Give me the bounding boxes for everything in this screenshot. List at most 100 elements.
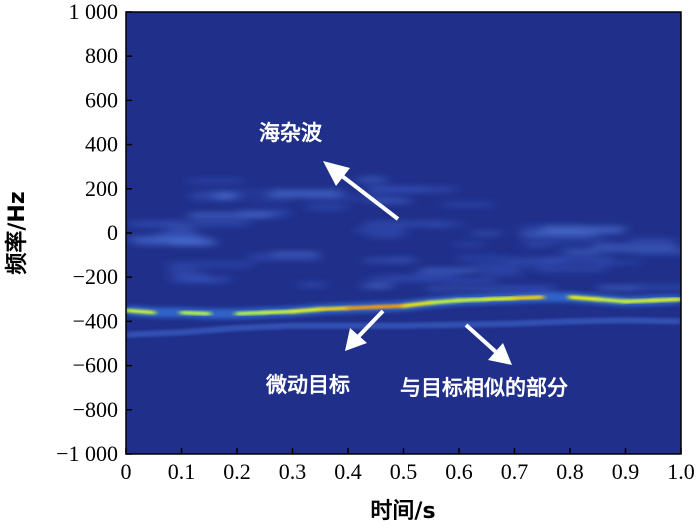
- x-tick-label: 1.0: [667, 459, 695, 484]
- target-segment: [374, 304, 406, 309]
- sea-clutter-streak: [426, 221, 463, 228]
- y-tick-label: −800: [73, 397, 118, 422]
- target-segment: [263, 309, 295, 315]
- target-segment: [623, 298, 656, 304]
- sea-clutter-streak: [426, 286, 510, 292]
- sea-clutter-streak: [368, 276, 449, 283]
- sea-clutter-streak: [371, 198, 411, 204]
- sea-clutter-streak: [521, 230, 597, 237]
- sea-clutter-streak: [167, 220, 249, 227]
- x-tick-label: 0.5: [390, 459, 418, 484]
- x-tick-label: 0.7: [501, 459, 529, 484]
- x-tick-label: 0.4: [334, 459, 362, 484]
- sea-clutter-streak: [593, 244, 679, 253]
- similar-part-trace: [126, 317, 681, 338]
- sea-clutter-streak: [171, 273, 208, 280]
- target-segment: [346, 305, 378, 310]
- target-segment: [512, 295, 545, 300]
- similar-part-label: 与目标相似的部分: [400, 376, 568, 400]
- y-tick-label: 400: [85, 132, 118, 157]
- sea-clutter-arrow: [323, 161, 400, 221]
- sea-clutter-label: 海杂波: [259, 121, 323, 145]
- sea-clutter-streak: [363, 282, 392, 289]
- sea-clutter-streak: [537, 265, 606, 273]
- sea-clutter-streak: [508, 285, 552, 292]
- similar-part-arrow: [464, 323, 512, 365]
- sea-clutter-streak: [155, 231, 196, 238]
- target-segment: [318, 306, 350, 311]
- sea-clutter-streak: [268, 189, 342, 198]
- sea-clutter-streak: [629, 238, 674, 245]
- sea-clutter-streak: [357, 226, 406, 235]
- sea-clutter-streak: [414, 270, 459, 278]
- sea-clutter-streak: [631, 284, 681, 290]
- similar-part-line: [126, 317, 681, 338]
- sea-clutter-streak: [271, 251, 318, 257]
- micro-motion-target-arrow: [345, 309, 385, 351]
- sea-clutter-streak: [214, 191, 237, 200]
- sea-clutter-streak: [563, 248, 598, 255]
- sea-clutter-region: [126, 176, 681, 292]
- y-tick-label: 600: [85, 87, 118, 112]
- sea-clutter-streak: [169, 226, 193, 235]
- sea-clutter-streak: [169, 267, 197, 273]
- target-segment: [568, 295, 600, 302]
- sea-clutter-streak: [600, 241, 630, 247]
- target-segment: [179, 310, 212, 316]
- x-axis-ticks: 0 0.1 0.2 0.3 0.4 0.5 0.6 0.7 0.8 0.9 1.0: [121, 448, 695, 484]
- x-axis-label: 时间/s: [370, 499, 435, 524]
- sea-clutter-streak: [633, 250, 681, 256]
- y-axis-ticks: 1 000 800 600 400 200 0 −200 −400 −600 −800 −1 000: [56, 0, 132, 466]
- sea-clutter-streak: [525, 242, 552, 248]
- sea-clutter-streak: [368, 186, 426, 193]
- target-segment: [485, 296, 517, 302]
- sea-clutter-streak: [443, 201, 493, 208]
- y-tick-label: 800: [85, 43, 118, 68]
- y-tick-label: −600: [73, 353, 118, 378]
- sea-clutter-streak: [358, 176, 386, 183]
- sea-clutter-streak: [126, 235, 181, 240]
- x-tick-label: 0: [121, 459, 132, 484]
- sea-clutter-streak: [594, 259, 640, 265]
- sea-clutter-streak: [482, 265, 517, 272]
- sea-clutter-streak: [523, 236, 608, 245]
- y-tick-label: 0: [107, 220, 118, 245]
- target-segment: [596, 297, 628, 304]
- y-tick-label: −400: [73, 308, 118, 333]
- sea-clutter-streak: [300, 281, 325, 289]
- x-tick-label: 0.8: [556, 459, 584, 484]
- sea-clutter-streak: [366, 220, 447, 227]
- sea-clutter-streak: [167, 261, 252, 269]
- y-tick-label: 200: [85, 176, 118, 201]
- target-segment: [290, 307, 323, 314]
- sea-clutter-streak: [472, 231, 500, 237]
- sea-clutter-streak: [504, 257, 569, 264]
- sea-clutter-streak: [421, 268, 477, 273]
- target-segment: [235, 310, 267, 316]
- sea-clutter-streak: [129, 221, 176, 227]
- y-axis-label: 频率/Hz: [4, 191, 30, 274]
- sea-clutter-streak: [447, 278, 496, 284]
- target-segment: [429, 298, 461, 305]
- sea-clutter-streak: [386, 256, 413, 263]
- y-tick-label: 1 000: [69, 0, 119, 24]
- x-tick-label: 0.2: [223, 459, 251, 484]
- y-tick-label: −200: [73, 264, 118, 289]
- sea-clutter-streak: [458, 254, 506, 262]
- sea-clutter-streak: [542, 256, 612, 264]
- micro-motion-target-trace: [126, 292, 681, 319]
- target-segment: [651, 297, 681, 303]
- sea-clutter-streak: [598, 285, 639, 291]
- sea-clutter-streak: [369, 232, 403, 239]
- sea-clutter-streak: [248, 253, 321, 261]
- target-segment: [126, 308, 156, 315]
- sea-clutter-streak: [189, 178, 242, 184]
- sea-clutter-streak: [247, 197, 290, 203]
- target-segment: [457, 297, 489, 303]
- x-tick-label: 0.1: [168, 459, 196, 484]
- sea-clutter-streak: [189, 212, 272, 219]
- x-tick-label: 0.6: [445, 459, 473, 484]
- sea-clutter-streak: [455, 242, 483, 247]
- sea-clutter-streak: [480, 268, 522, 277]
